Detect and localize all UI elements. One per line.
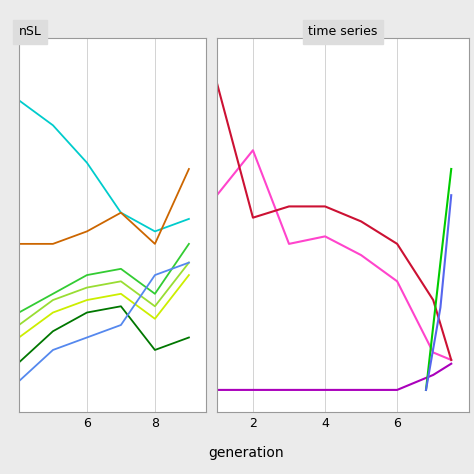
Title: time series: time series — [309, 25, 378, 38]
Text: nSL: nSL — [19, 25, 42, 38]
Text: generation: generation — [209, 446, 284, 460]
